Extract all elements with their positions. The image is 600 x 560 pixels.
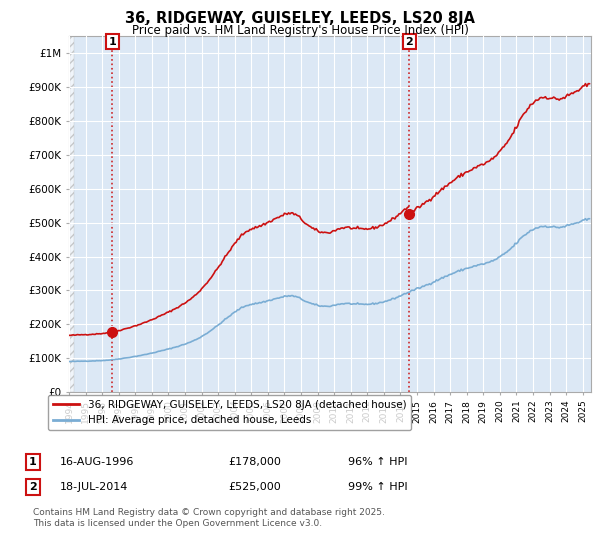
- Text: 2: 2: [29, 482, 37, 492]
- Text: Contains HM Land Registry data © Crown copyright and database right 2025.
This d: Contains HM Land Registry data © Crown c…: [33, 508, 385, 528]
- Text: 2: 2: [406, 36, 413, 46]
- Polygon shape: [69, 36, 74, 392]
- Text: 1: 1: [109, 36, 116, 46]
- Text: 96% ↑ HPI: 96% ↑ HPI: [348, 457, 407, 467]
- Text: 36, RIDGEWAY, GUISELEY, LEEDS, LS20 8JA: 36, RIDGEWAY, GUISELEY, LEEDS, LS20 8JA: [125, 11, 475, 26]
- Text: 99% ↑ HPI: 99% ↑ HPI: [348, 482, 407, 492]
- Text: 16-AUG-1996: 16-AUG-1996: [60, 457, 134, 467]
- Text: Price paid vs. HM Land Registry's House Price Index (HPI): Price paid vs. HM Land Registry's House …: [131, 24, 469, 36]
- Text: £178,000: £178,000: [228, 457, 281, 467]
- Text: £525,000: £525,000: [228, 482, 281, 492]
- Text: 18-JUL-2014: 18-JUL-2014: [60, 482, 128, 492]
- Legend: 36, RIDGEWAY, GUISELEY, LEEDS, LS20 8JA (detached house), HPI: Average price, de: 36, RIDGEWAY, GUISELEY, LEEDS, LS20 8JA …: [48, 395, 412, 431]
- Text: 1: 1: [29, 457, 37, 467]
